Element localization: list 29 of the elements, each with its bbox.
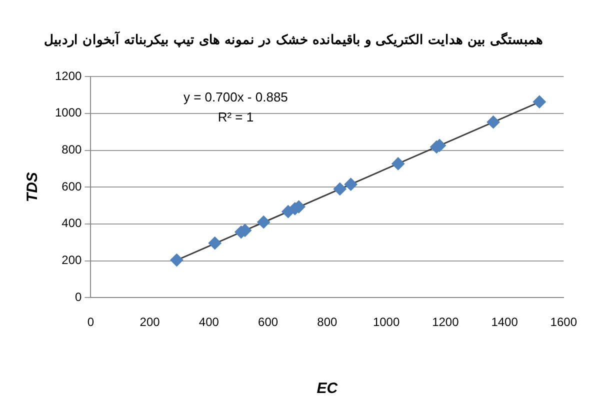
x-tick-label: 1600 (550, 315, 578, 330)
point (170, 254, 184, 267)
point (392, 157, 405, 170)
y-tick-label: 0 (75, 290, 82, 304)
x-tick-label: 400 (198, 315, 220, 330)
y-tick-label: 1200 (54, 68, 82, 83)
x-tick-label: 1000 (372, 315, 400, 330)
x-tick-label: 800 (317, 315, 338, 330)
point (333, 182, 346, 196)
x-tick-label: 200 (140, 315, 160, 330)
y-axis-title: TDS (24, 172, 42, 202)
point (208, 236, 222, 250)
y-tick-label: 600 (62, 179, 82, 194)
point (257, 216, 270, 229)
x-tick-label: 0 (87, 315, 94, 330)
chart-title: همبستگی بین هدایت الکتریکی و باقیمانده خشک در نمونه های تیپ بیکربناته آبخوان اردبیل (44, 31, 543, 48)
annotation: R² = 1 (218, 110, 254, 125)
y-tick-label: 400 (62, 216, 82, 230)
x-tick-label: 1400 (491, 315, 518, 330)
y-tick-label: 200 (62, 253, 82, 268)
point (486, 116, 500, 129)
y-tick-label: 800 (62, 142, 82, 157)
annotation: y = 0.700x - 0.885 (183, 90, 288, 105)
y-tick-label: 1000 (54, 106, 82, 120)
point (532, 95, 546, 108)
x-tick-label: 600 (258, 315, 278, 330)
x-tick-label: 1200 (432, 315, 460, 330)
x-axis-title: EC (316, 380, 339, 398)
point (344, 178, 358, 191)
